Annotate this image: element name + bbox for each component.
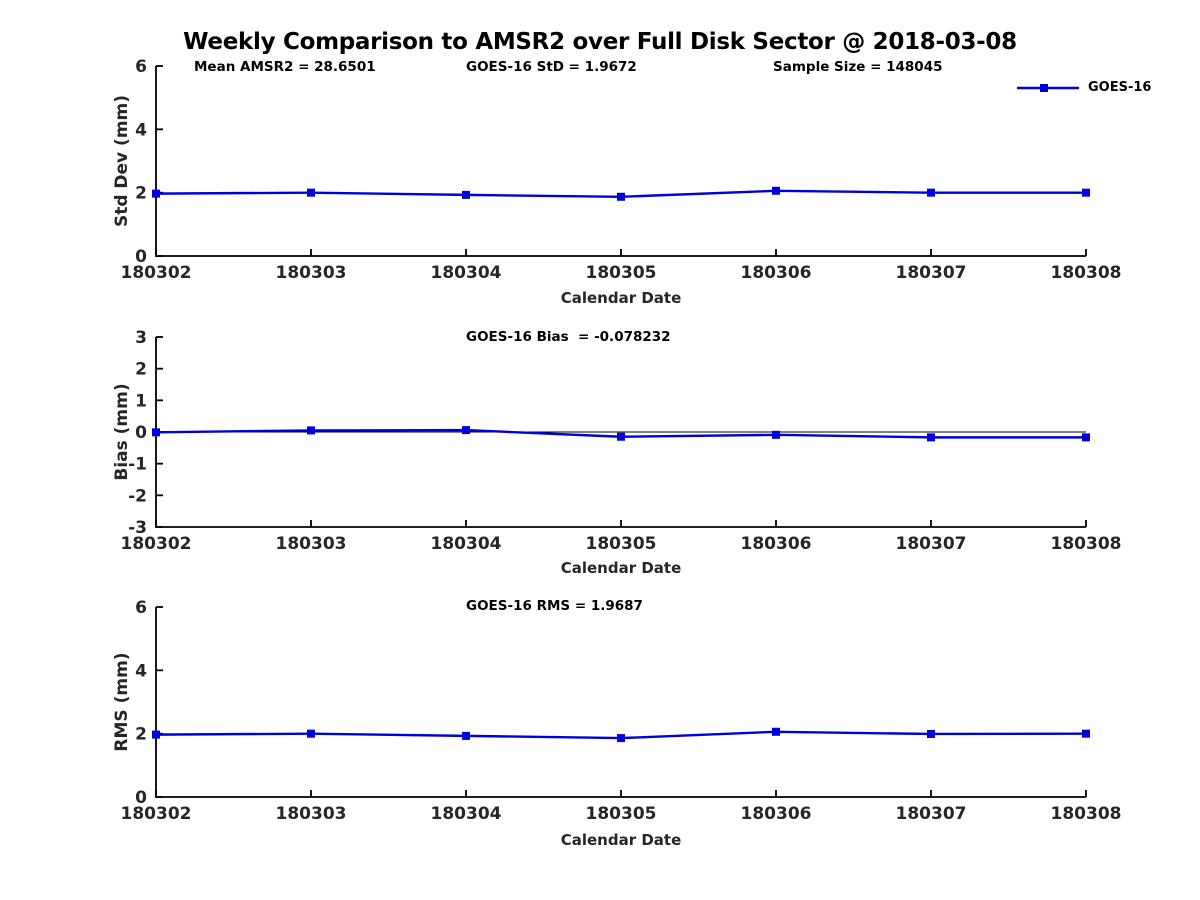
data-point-marker (462, 190, 470, 199)
x-tick-label: 180305 (586, 534, 657, 554)
data-point-marker (152, 730, 160, 739)
x-tick-label: 180304 (431, 534, 502, 554)
x-tick-label: 180307 (896, 534, 967, 554)
y-tick-label: 0 (135, 247, 147, 267)
legend-line-icon (1017, 83, 1079, 92)
y-tick-label: 3 (135, 328, 147, 348)
x-tick-label: 180306 (741, 804, 812, 824)
data-point-marker (617, 432, 625, 441)
data-point-marker (462, 426, 470, 435)
y-axis-label-bias: Bias (mm) (112, 383, 132, 481)
annotation-goes16-rms: GOES-16 RMS = 1.9687 (466, 598, 643, 614)
data-point-marker (462, 731, 470, 740)
annotation-mean-amsr2: Mean AMSR2 = 28.6501 (194, 59, 376, 75)
data-point-marker (772, 430, 780, 439)
annotation-goes16-std: GOES-16 StD = 1.9672 (466, 59, 637, 75)
y-tick-label: 0 (135, 423, 147, 443)
data-point-marker (1082, 188, 1090, 197)
annotation-sample-size: Sample Size = 148045 (773, 59, 943, 75)
axis-line (155, 66, 1086, 257)
y-tick-label: 0 (135, 788, 147, 808)
data-point-marker (307, 729, 315, 738)
x-tick-label: 180303 (276, 263, 347, 283)
x-tick-label: 180308 (1051, 804, 1122, 824)
y-tick-label: 6 (135, 57, 147, 77)
x-tick-label: 180305 (586, 263, 657, 283)
data-point-marker (617, 192, 625, 201)
y-tick-label: -1 (128, 455, 147, 475)
y-tick-label: 2 (135, 184, 147, 204)
y-tick-label: -3 (128, 518, 147, 538)
y-tick-label: -2 (128, 486, 147, 506)
figure-title: Weekly Comparison to AMSR2 over Full Dis… (183, 29, 1017, 55)
x-tick-label: 180302 (121, 804, 192, 824)
data-point-marker (307, 188, 315, 197)
annotation-goes16-bias: GOES-16 Bias = -0.078232 (466, 329, 671, 345)
data-point-marker (927, 188, 935, 197)
x-tick-label: 180306 (741, 534, 812, 554)
x-axis-label-rms: Calendar Date (560, 831, 682, 849)
axis-line (155, 607, 1086, 798)
data-point-marker (927, 729, 935, 738)
x-tick-label: 180306 (741, 263, 812, 283)
x-tick-label: 180302 (121, 263, 192, 283)
y-axis-label-rms: RMS (mm) (112, 652, 132, 752)
x-tick-label: 180307 (896, 804, 967, 824)
x-tick-label: 180303 (276, 534, 347, 554)
x-tick-label: 180304 (431, 263, 502, 283)
y-tick-label: 4 (135, 120, 147, 140)
x-tick-label: 180302 (121, 534, 192, 554)
chart-rms: 0 2 4 6 180302 180303 180304 180305 180306 180307… (121, 598, 1122, 824)
y-tick-label: 2 (135, 360, 147, 380)
data-point-marker (307, 426, 315, 435)
x-tick-label: 180304 (431, 804, 502, 824)
x-tick-label: 180307 (896, 263, 967, 283)
x-tick-label: 180305 (586, 804, 657, 824)
x-tick-label: 180308 (1051, 263, 1122, 283)
y-tick-label: 2 (135, 725, 147, 745)
y-tick-label: 4 (135, 661, 147, 681)
data-point-marker (927, 433, 935, 442)
x-axis-label-std-dev: Calendar Date (560, 289, 682, 307)
data-point-marker (772, 727, 780, 736)
legend-marker-icon (1040, 83, 1048, 92)
data-point-marker (152, 428, 160, 437)
data-point-marker (1082, 433, 1090, 442)
data-point-marker (617, 734, 625, 743)
x-tick-label: 180303 (276, 804, 347, 824)
legend: GOES-16 (1016, 80, 1151, 95)
legend-label: GOES-16 (1088, 80, 1152, 95)
chart-bias: -3 -2 -1 0 1 2 3 180302 180303 180304 180305 180306… (121, 328, 1122, 554)
x-axis-label-bias: Calendar Date (560, 559, 682, 577)
data-point-marker (772, 186, 780, 195)
y-axis-label-std-dev: Std Dev (mm) (112, 94, 132, 228)
y-tick-label: 6 (135, 598, 147, 618)
y-tick-label: 1 (135, 391, 147, 411)
data-point-marker (152, 189, 160, 198)
data-point-marker (1082, 729, 1090, 738)
chart-std-dev: 0 2 4 6 180302 180303 180304 180305 180306 180307… (121, 57, 1122, 283)
x-tick-label: 180308 (1051, 534, 1122, 554)
